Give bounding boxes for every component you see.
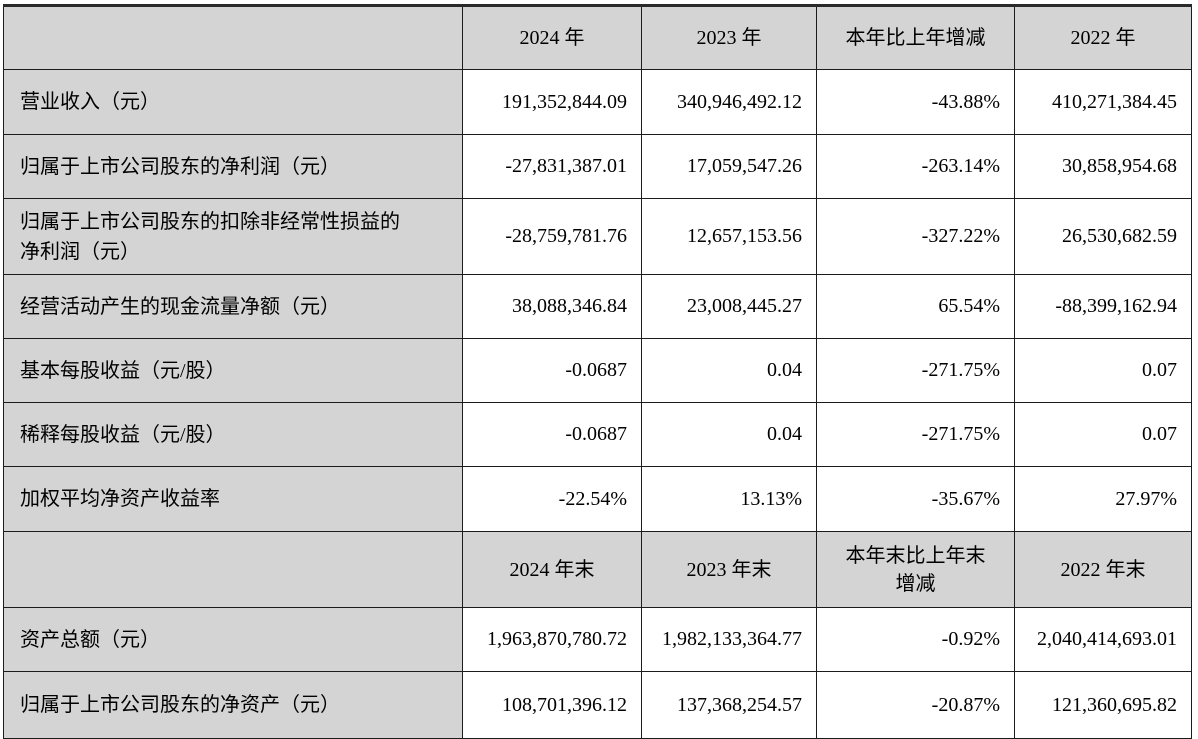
- table-row: 稀释每股收益（元/股） -0.0687 0.04 -271.75% 0.07: [3, 402, 1192, 467]
- value-2022: 26,530,682.59: [1014, 198, 1192, 275]
- value-change: -327.22%: [816, 198, 1015, 275]
- value-2023: 17,059,547.26: [641, 134, 817, 199]
- table-row: 经营活动产生的现金流量净额（元） 38,088,346.84 23,008,44…: [3, 274, 1192, 339]
- header-2022-end: 2022 年末: [1014, 531, 1192, 608]
- table-row: 加权平均净资产收益率 -22.54% 13.13% -35.67% 27.97%: [3, 466, 1192, 532]
- header-2024: 2024 年: [462, 4, 642, 70]
- row-label-weighted-roe: 加权平均净资产收益率: [3, 466, 463, 532]
- financial-report-page: { "table": { "header_period": { "empty":…: [3, 4, 1192, 739]
- value-2023: 0.04: [641, 338, 817, 403]
- table-row: 基本每股收益（元/股） -0.0687 0.04 -271.75% 0.07: [3, 338, 1192, 403]
- header-empty-cell: [3, 4, 463, 70]
- header-change: 本年比上年增减: [816, 4, 1015, 70]
- value-2024: -0.0687: [462, 338, 642, 403]
- value-2022: 2,040,414,693.01: [1014, 607, 1192, 672]
- financial-summary-table: 2024 年 2023 年 本年比上年增减 2022 年 营业收入（元） 191…: [3, 4, 1192, 739]
- row-label-diluted-eps: 稀释每股收益（元/股）: [3, 402, 463, 467]
- table-row: 营业收入（元） 191,352,844.09 340,946,492.12 -4…: [3, 69, 1192, 135]
- value-2023: 12,657,153.56: [641, 198, 817, 275]
- header-2022: 2022 年: [1014, 4, 1192, 70]
- table-row: 资产总额（元） 1,963,870,780.72 1,982,133,364.7…: [3, 607, 1192, 672]
- row-label-net-assets: 归属于上市公司股东的净资产（元）: [3, 671, 463, 739]
- value-2022: 0.07: [1014, 338, 1192, 403]
- value-change: -35.67%: [816, 466, 1015, 532]
- value-2022: 121,360,695.82: [1014, 671, 1192, 739]
- header-2023-end: 2023 年末: [641, 531, 817, 608]
- value-2022: 27.97%: [1014, 466, 1192, 532]
- value-2024: -22.54%: [462, 466, 642, 532]
- value-change: -0.92%: [816, 607, 1015, 672]
- row-label-basic-eps: 基本每股收益（元/股）: [3, 338, 463, 403]
- value-2024: 1,963,870,780.72: [462, 607, 642, 672]
- value-2023: 1,982,133,364.77: [641, 607, 817, 672]
- value-2023: 0.04: [641, 402, 817, 467]
- row-label-net-profit: 归属于上市公司股东的净利润（元）: [3, 134, 463, 199]
- row-label-net-profit-excl-nonrecurring: 归属于上市公司股东的扣除非经常性损益的 净利润（元）: [3, 198, 463, 275]
- header-2023: 2023 年: [641, 4, 817, 70]
- table-container: 2024 年 2023 年 本年比上年增减 2022 年 营业收入（元） 191…: [3, 4, 1192, 739]
- value-2022: 30,858,954.68: [1014, 134, 1192, 199]
- value-change: 65.54%: [816, 274, 1015, 339]
- row-label-total-assets: 资产总额（元）: [3, 607, 463, 672]
- value-change: -20.87%: [816, 671, 1015, 739]
- table-row: 归属于上市公司股东的净资产（元） 108,701,396.12 137,368,…: [3, 671, 1192, 739]
- header-row-period: 2024 年 2023 年 本年比上年增减 2022 年: [3, 4, 1192, 70]
- value-2023: 137,368,254.57: [641, 671, 817, 739]
- value-change: -271.75%: [816, 402, 1015, 467]
- value-change: -263.14%: [816, 134, 1015, 199]
- table-row: 归属于上市公司股东的净利润（元） -27,831,387.01 17,059,5…: [3, 134, 1192, 199]
- row-label-revenue: 营业收入（元）: [3, 69, 463, 135]
- value-2024: 191,352,844.09: [462, 69, 642, 135]
- value-change: -271.75%: [816, 338, 1015, 403]
- value-2024: -27,831,387.01: [462, 134, 642, 199]
- header-empty-cell: [3, 531, 463, 608]
- header-2024-end: 2024 年末: [462, 531, 642, 608]
- value-2022: 0.07: [1014, 402, 1192, 467]
- header-row-end-of-period: 2024 年末 2023 年末 本年末比上年末 增减 2022 年末: [3, 531, 1192, 608]
- value-2023: 13.13%: [641, 466, 817, 532]
- header-change-end: 本年末比上年末 增减: [816, 531, 1015, 608]
- row-label-operating-cash-flow: 经营活动产生的现金流量净额（元）: [3, 274, 463, 339]
- value-2024: -28,759,781.76: [462, 198, 642, 275]
- value-2022: 410,271,384.45: [1014, 69, 1192, 135]
- value-change: -43.88%: [816, 69, 1015, 135]
- value-2023: 23,008,445.27: [641, 274, 817, 339]
- value-2024: -0.0687: [462, 402, 642, 467]
- value-2022: -88,399,162.94: [1014, 274, 1192, 339]
- value-2023: 340,946,492.12: [641, 69, 817, 135]
- value-2024: 38,088,346.84: [462, 274, 642, 339]
- table-row: 归属于上市公司股东的扣除非经常性损益的 净利润（元） -28,759,781.7…: [3, 198, 1192, 275]
- value-2024: 108,701,396.12: [462, 671, 642, 739]
